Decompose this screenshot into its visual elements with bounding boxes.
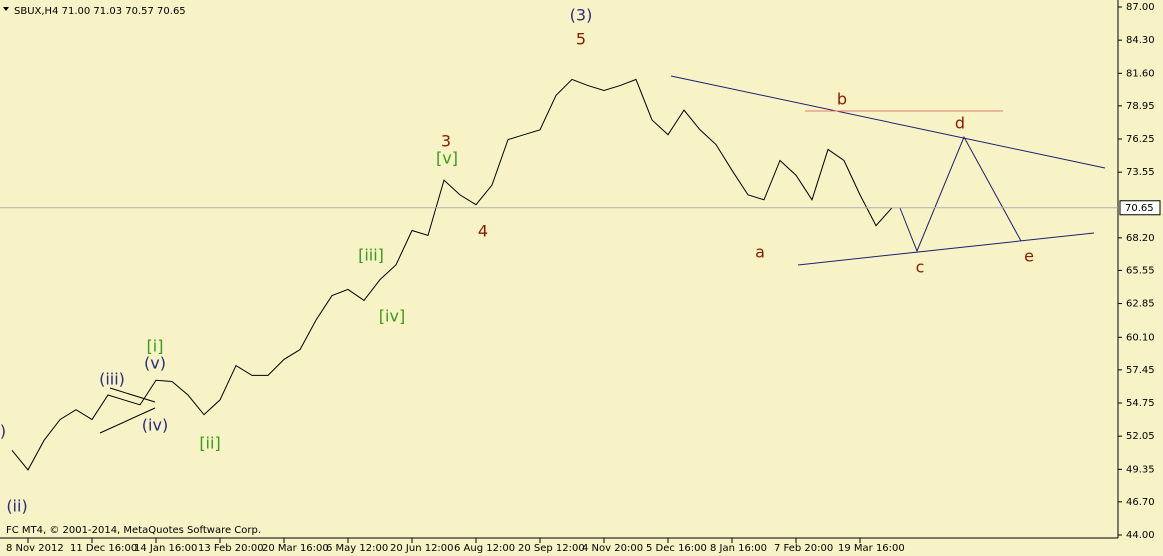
footer: FC MT4, © 2001-2014, MetaQuotes Software…	[6, 525, 261, 536]
projection-line	[899, 135, 1022, 253]
wave-label: (iii)	[99, 370, 125, 389]
x-tick-label: 6 Aug 12:00	[454, 543, 515, 554]
x-tick-label: 14 Jan 16:00	[134, 543, 197, 554]
wave-label: [i]	[147, 337, 164, 356]
wave-label: 3	[441, 132, 451, 151]
last-price-box	[1119, 200, 1161, 216]
wave-label: [ii]	[199, 434, 220, 453]
wave-label: e	[1024, 247, 1034, 266]
y-tick-label: 84.30	[1126, 35, 1155, 46]
y-tick-label: 46.70	[1126, 497, 1155, 508]
wave-label: (v)	[144, 354, 166, 373]
y-tick-label: 60.10	[1126, 332, 1155, 343]
triangle-line	[109, 387, 156, 403]
x-tick-label: 6 May 12:00	[326, 543, 388, 554]
wave-label: a	[755, 243, 765, 262]
y-tick-label: 87.00	[1126, 2, 1155, 13]
x-tick-label: 7 Feb 20:00	[774, 543, 833, 554]
y-tick-label: 52.05	[1126, 431, 1155, 442]
wave-label: (3)	[570, 6, 593, 25]
wave-label: )	[0, 422, 6, 441]
wave-label: d	[955, 114, 965, 133]
wave-label: 5	[576, 30, 586, 49]
y-tick-label: 68.20	[1126, 233, 1155, 244]
wave-label: (ii)	[6, 497, 27, 516]
wave-label: (iv)	[142, 416, 168, 435]
wave-label: b	[837, 90, 847, 109]
x-tick-label: 4 Nov 20:00	[582, 543, 643, 554]
x-tick-label: 8 Nov 2012	[6, 543, 64, 554]
y-tick-label: 57.45	[1126, 365, 1155, 376]
x-tick-label: 5 Dec 16:00	[646, 543, 707, 554]
wave-label: c	[916, 258, 925, 277]
y-tick-label: 81.60	[1126, 68, 1155, 79]
menu-arrow[interactable]	[3, 7, 9, 11]
trend-line	[797, 232, 1095, 266]
x-tick-label: 19 Mar 16:00	[838, 543, 905, 554]
y-tick-label: 78.95	[1126, 101, 1155, 112]
x-tick-label: 13 Feb 20:00	[198, 543, 264, 554]
x-tick-label: 20 Jun 12:00	[390, 543, 454, 554]
trend-lines	[99, 75, 1106, 434]
wave-label: [iv]	[379, 307, 405, 326]
x-tick-label: 11 Dec 16:00	[70, 543, 137, 554]
y-tick-label: 54.75	[1126, 398, 1155, 409]
y-tick-label: 62.85	[1126, 299, 1155, 310]
wave-label: [v]	[436, 149, 458, 168]
y-tick-label: 76.25	[1126, 134, 1155, 145]
x-tick-label: 8 Jan 16:00	[710, 543, 767, 554]
wave-label: [iii]	[358, 246, 384, 265]
triangle-line	[99, 407, 156, 434]
price-line	[11, 78, 893, 471]
x-tick-label: 20 Mar 16:00	[262, 543, 329, 554]
y-tick-label: 65.55	[1126, 265, 1155, 276]
trend-line	[670, 75, 1106, 169]
y-tick-label: 44.00	[1126, 530, 1155, 541]
chart-title: SBUX,H4 71.00 71.03 70.57 70.65	[14, 6, 186, 17]
y-tick-label: 49.35	[1126, 464, 1155, 475]
x-tick-label: 20 Sep 12:00	[518, 543, 585, 554]
y-tick-label: 73.55	[1126, 167, 1155, 178]
wave-label: 4	[478, 222, 488, 241]
last-price-label: 70.65	[1125, 203, 1154, 214]
